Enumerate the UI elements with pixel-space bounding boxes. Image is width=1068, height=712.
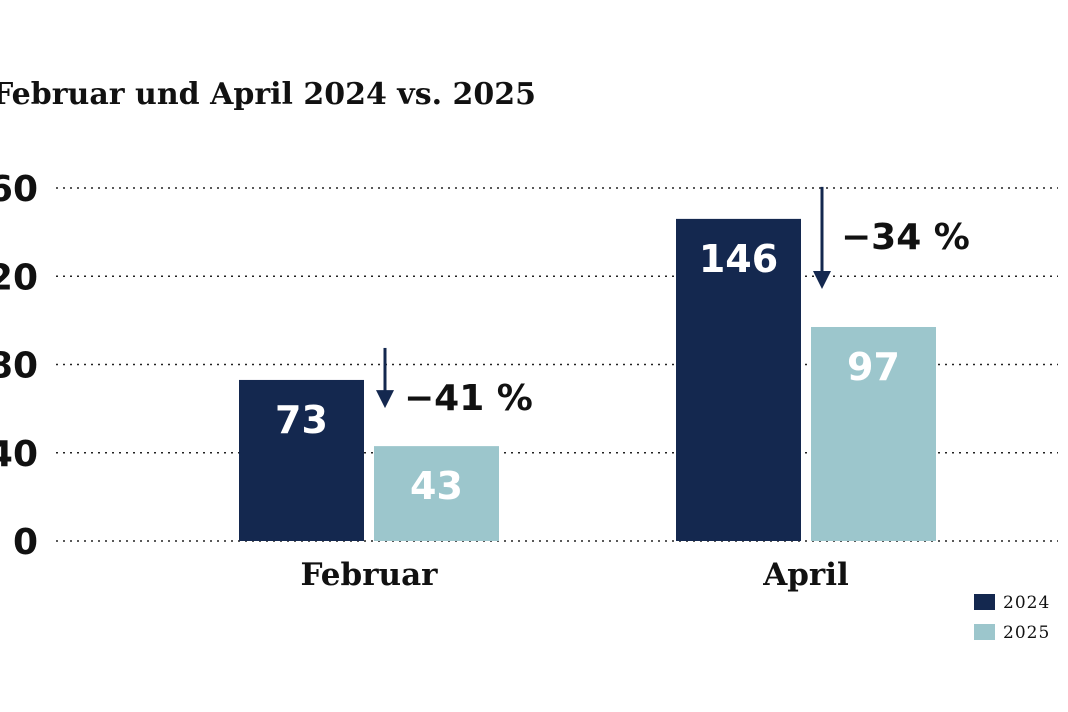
down-arrow-icon: [813, 186, 831, 289]
legend-swatch-2024: [974, 594, 995, 610]
x-axis-category-labels: Februar April: [300, 557, 848, 593]
category-label: Februar: [300, 557, 438, 593]
value-labels: 73 43 146 97: [275, 237, 900, 508]
y-axis-tick-labels: 0 40 80 120 160: [0, 169, 38, 563]
data-label: 43: [410, 464, 463, 508]
legend: 2024 2025: [974, 593, 1050, 643]
arrow-head: [376, 390, 394, 409]
data-label: 97: [847, 345, 900, 389]
bars: [239, 218, 936, 541]
down-arrow-icon: [376, 347, 394, 409]
data-label: 73: [275, 398, 328, 442]
bar-2025-april: [811, 326, 936, 541]
y-tick-label: 160: [0, 169, 38, 210]
arrow-head: [813, 270, 831, 289]
change-annotations: −41 % −34 %: [376, 186, 970, 419]
bar-2024-april: [676, 218, 801, 541]
y-tick-label: 80: [0, 346, 38, 387]
chart-title: Februar und April 2024 vs. 2025: [0, 77, 536, 112]
y-tick-label: 120: [0, 257, 38, 298]
category-label: April: [762, 557, 849, 593]
bar-2024-februar: [239, 379, 364, 541]
legend-label: 2025: [1003, 623, 1050, 643]
legend-swatch-2025: [974, 624, 995, 640]
legend-label: 2024: [1003, 593, 1050, 613]
percent-change-label: −34 %: [841, 217, 970, 258]
y-tick-label: 40: [0, 434, 38, 475]
y-tick-label: 0: [13, 522, 38, 563]
percent-change-label: −41 %: [404, 378, 533, 419]
data-label: 146: [699, 237, 778, 281]
bar-2025-februar: [374, 446, 499, 541]
